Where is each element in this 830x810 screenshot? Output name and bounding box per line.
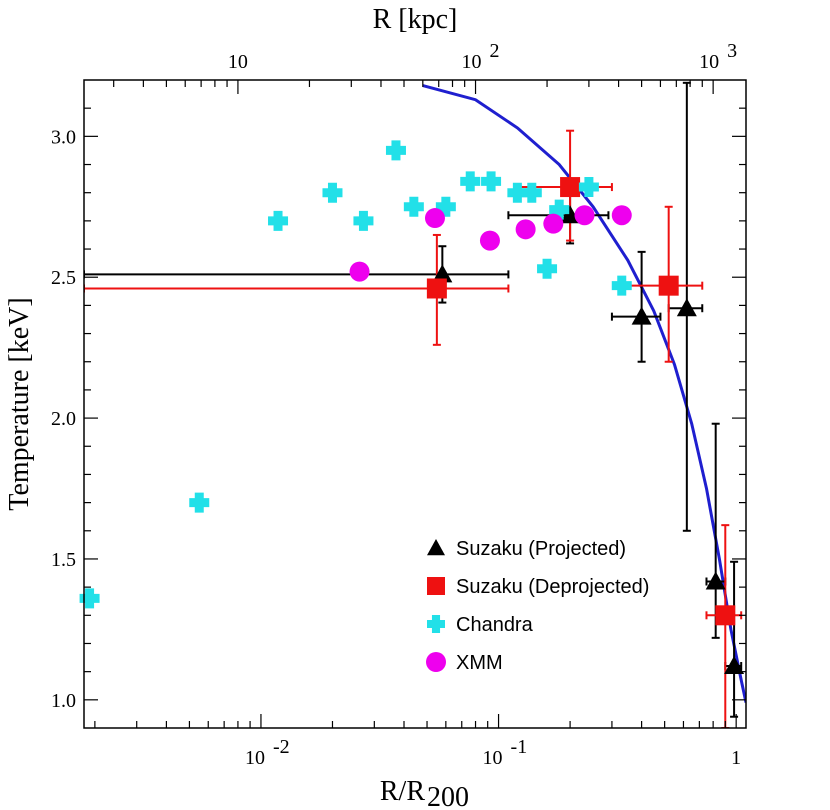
suzaku-projected-point xyxy=(705,571,726,590)
chandra-point xyxy=(481,171,502,192)
legend-marker-suzaku-projected xyxy=(427,539,445,556)
x-tick-exponent: -2 xyxy=(273,736,290,758)
x2-tick-base: 10 xyxy=(462,51,482,73)
xmm-point xyxy=(611,205,632,226)
chandra-point xyxy=(353,210,374,231)
x2-tick-exponent: 2 xyxy=(490,40,500,62)
xmm-point xyxy=(349,261,370,282)
y-tick-label: 3.0 xyxy=(51,126,76,148)
legend-marker-xmm xyxy=(426,652,446,672)
xmm-point xyxy=(479,230,500,251)
chandra-point xyxy=(537,258,558,279)
y-axis-title: Temperature [keV] xyxy=(4,297,35,510)
suzaku-projected-point xyxy=(676,298,697,317)
chandra-point xyxy=(507,182,528,203)
x2-axis-title: R [kpc] xyxy=(373,4,458,35)
x2-tick-base: 10 xyxy=(228,51,248,73)
legend-marker-chandra xyxy=(427,615,446,633)
legend-marker-suzaku-deprojected xyxy=(427,577,445,595)
x-tick-label: 10 -2 xyxy=(245,736,290,769)
chandra-point xyxy=(385,140,406,161)
x2-tick-label: 10 3 xyxy=(699,40,737,73)
y-tick-label: 1.0 xyxy=(51,690,76,712)
x-tick-exponent: -1 xyxy=(511,736,528,758)
y-tick-label: 2.0 xyxy=(51,408,76,430)
suzaku-projected-point xyxy=(432,264,453,283)
chandra-point xyxy=(268,210,289,231)
legend: Suzaku (Projected) Suzaku (Deprojected) Ch… xyxy=(426,538,649,674)
suzaku-deprojected-point xyxy=(715,605,736,626)
chandra-point xyxy=(435,196,456,217)
chandra-point xyxy=(578,177,599,198)
x-tick-base: 10 xyxy=(483,747,503,769)
chandra-point xyxy=(322,182,343,203)
x2-tick-exponent: 3 xyxy=(727,40,737,62)
xmm-point xyxy=(574,205,595,226)
legend-label: Chandra xyxy=(456,614,534,636)
marker-layer xyxy=(79,140,745,675)
xmm-point xyxy=(543,213,564,234)
x2-tick-label: 10 2 xyxy=(462,40,500,73)
x-tick-base: 1 xyxy=(731,747,741,769)
suzaku-deprojected-point xyxy=(658,275,679,296)
xmm-point xyxy=(515,219,536,240)
chandra-point xyxy=(611,275,632,296)
suzaku-deprojected-point xyxy=(560,177,581,198)
legend-entry: XMM xyxy=(426,652,503,674)
suzaku-projected-point xyxy=(724,656,745,675)
legend-label: Suzaku (Deprojected) xyxy=(456,576,649,598)
legend-label: XMM xyxy=(456,652,503,674)
y-tick-label: 2.5 xyxy=(51,267,76,289)
chandra-point xyxy=(403,196,424,217)
x-tick-base: 10 xyxy=(245,747,265,769)
x-tick-label: 1 xyxy=(731,747,741,769)
legend-label: Suzaku (Projected) xyxy=(456,538,626,560)
x-axis-title-main: R/R xyxy=(380,776,425,807)
suzaku-deprojected-point xyxy=(426,278,447,299)
suzaku-projected-point xyxy=(631,306,652,325)
suzaku-projected-point xyxy=(560,205,581,224)
xmm-point xyxy=(424,208,445,229)
x-tick-label: 10 -1 xyxy=(483,736,528,769)
y-tick-label: 1.5 xyxy=(51,549,76,571)
x-axis-title: R/R 200 xyxy=(380,776,469,810)
chandra-point xyxy=(460,171,481,192)
axes-layer: 1.0 1.5 2.0 2.5 3.0 10 -2 10 -1 1 10 10 2 10 3 R/R 200 R … xyxy=(4,4,747,810)
chandra-point xyxy=(189,492,210,513)
plot-frame xyxy=(83,79,747,729)
chandra-point xyxy=(521,182,542,203)
legend-entry: Suzaku (Deprojected) xyxy=(427,576,649,598)
chandra-point xyxy=(549,199,570,220)
x2-tick-base: 10 xyxy=(699,51,719,73)
chandra-point xyxy=(79,588,100,609)
legend-entry: Chandra xyxy=(427,614,534,636)
x2-tick-label: 10 xyxy=(228,51,248,73)
x-axis-title-subscript: 200 xyxy=(427,782,469,810)
legend-entry: Suzaku (Projected) xyxy=(427,538,626,560)
